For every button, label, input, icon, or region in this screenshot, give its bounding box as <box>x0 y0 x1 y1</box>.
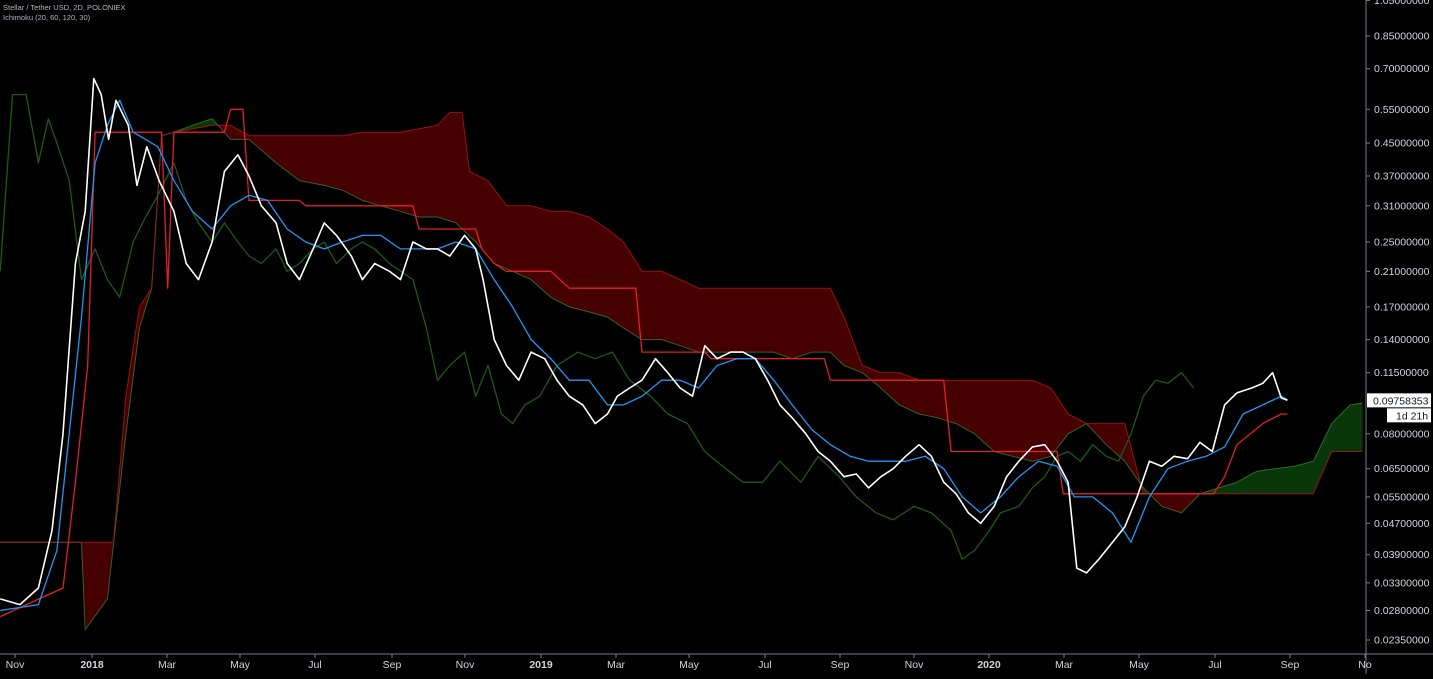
y-tick-label: 0.02350000 <box>1374 635 1430 647</box>
chart-legend: Stellar / Tether USD, 2D, POLONIEX Ichim… <box>3 3 125 23</box>
chart-title: Stellar / Tether USD, 2D, POLONIEX <box>3 3 126 12</box>
cloud-bull-segment <box>1197 403 1363 497</box>
y-tick-label: 0.31000000 <box>1374 200 1430 212</box>
x-tick-label: 2020 <box>977 659 1001 671</box>
y-tick-label: 0.03300000 <box>1374 577 1430 589</box>
y-tick-label: 0.25000000 <box>1374 236 1430 248</box>
x-tick-label: Mar <box>158 659 177 671</box>
countdown-label: 1d 21h <box>1396 410 1428 422</box>
conversion-line <box>0 99 1288 612</box>
price-line <box>0 77 1288 606</box>
y-tick-label: 0.03900000 <box>1374 549 1430 561</box>
cloud-bear-segment <box>1086 423 1139 481</box>
cloud-bull-segment <box>150 118 217 293</box>
y-tick-label: 0.85000000 <box>1374 31 1430 43</box>
cloud-bear-segment <box>81 290 151 628</box>
ichimoku-cloud <box>0 111 1363 632</box>
x-tick-label: Sep <box>383 659 402 671</box>
lagging-line <box>0 93 1195 560</box>
y-tick-label: 0.17000000 <box>1374 301 1430 313</box>
y-tick-label: 0.21000000 <box>1374 266 1430 278</box>
y-tick-label: 0.06500000 <box>1374 463 1430 475</box>
x-tick-label: Nov <box>6 659 25 671</box>
y-tick-label: 0.05500000 <box>1374 491 1430 503</box>
cloud-bear-segment <box>217 112 1085 462</box>
y-tick-label: 0.02800000 <box>1374 605 1430 617</box>
x-tick-label: Jul <box>1208 659 1221 671</box>
countdown-badge <box>1387 408 1431 423</box>
y-tick-label: 0.55000000 <box>1374 104 1430 116</box>
x-tick-label: No <box>1358 659 1372 671</box>
cloud-span-a-line <box>0 118 1363 632</box>
cloud-bear-segment <box>1148 492 1198 513</box>
y-tick-label: 0.14000000 <box>1374 334 1430 346</box>
x-tick-label: Jul <box>308 659 321 671</box>
x-tick-label: Nov <box>456 659 475 671</box>
y-tick-label: 0.11500000 <box>1374 367 1429 379</box>
x-tick-label: Sep <box>1281 659 1300 671</box>
last-price-label: 0.09758353 <box>1373 395 1429 407</box>
x-tick-label: May <box>230 659 251 671</box>
y-tick-label: 0.08000000 <box>1374 428 1430 440</box>
last-price-badge <box>1367 393 1431 408</box>
x-tick-label: Sep <box>831 659 850 671</box>
x-tick-label: Mar <box>607 659 626 671</box>
x-tick-label: 2019 <box>529 659 553 671</box>
y-tick-label: 0.04700000 <box>1374 518 1430 530</box>
x-tick-label: May <box>1129 659 1150 671</box>
y-tick-label: 0.70000000 <box>1374 63 1430 75</box>
x-tick-label: Nov <box>905 659 924 671</box>
series-lines <box>0 77 1288 618</box>
y-tick-label: 1.05000000 <box>1374 0 1430 7</box>
y-tick-label: 0.45000000 <box>1374 138 1430 150</box>
x-tick-label: 2018 <box>80 659 104 671</box>
base-line <box>0 108 1288 618</box>
indicator-label: Ichimoku (20, 60, 120, 30) <box>3 13 91 22</box>
x-tick-label: Jul <box>758 659 771 671</box>
x-tick-label: Mar <box>1055 659 1074 671</box>
y-tick-label: 0.37000000 <box>1374 171 1430 183</box>
x-tick-label: May <box>679 659 700 671</box>
